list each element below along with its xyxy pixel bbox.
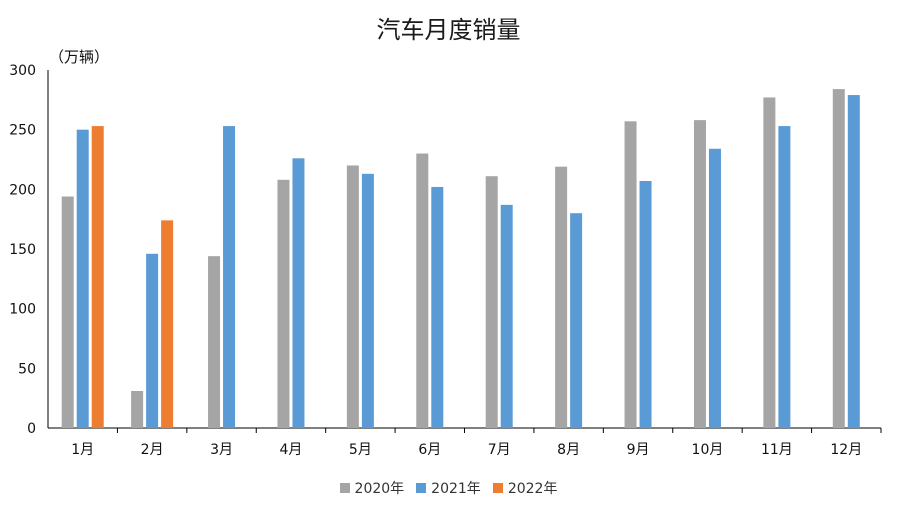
bar-2020年-6月 (416, 153, 429, 429)
y-tick-label: 100 (9, 302, 36, 318)
x-category-label: 7月 (488, 442, 511, 458)
bar-2021年-2月 (146, 253, 159, 428)
legend-label: 2020年 (354, 481, 405, 497)
bar-2021年-5月 (361, 173, 374, 428)
bar-2020年-8月 (555, 166, 568, 428)
legend-item: 2021年 (416, 478, 481, 498)
bar-2021年-3月 (223, 126, 236, 428)
bar-2020年-9月 (624, 121, 637, 429)
x-category-label: 6月 (418, 442, 441, 458)
bar-2020年-11月 (763, 97, 776, 429)
x-category-label: 5月 (349, 442, 372, 458)
bar-2020年-12月 (832, 89, 845, 429)
chart-title: 汽车月度销量 (376, 16, 521, 44)
legend-item: 2022年 (492, 478, 558, 498)
bar-2021年-9月 (639, 180, 652, 428)
bar-2021年-1月 (76, 129, 89, 428)
bar-2020年-7月 (485, 176, 498, 428)
y-tick-label: 250 (9, 123, 36, 139)
bar-2020年-5月 (346, 165, 359, 428)
y-tick-label: 0 (27, 421, 36, 437)
bar-2020年-4月 (277, 179, 290, 428)
legend: 2020年 2021年 2022年 (0, 478, 897, 498)
legend-swatch (416, 483, 427, 493)
x-category-label: 4月 (279, 442, 302, 458)
bar-2021年-12月 (847, 95, 860, 428)
bar-2020年-1月 (61, 196, 74, 428)
x-category-label: 2月 (141, 442, 164, 458)
bar-2021年-8月 (570, 213, 583, 428)
bar-2021年-4月 (292, 158, 305, 428)
x-category-label: 12月 (830, 442, 862, 458)
x-category-label: 9月 (627, 442, 650, 458)
y-tick-label: 150 (9, 242, 36, 258)
bar-2021年-10月 (708, 148, 721, 428)
bar-2022年-1月 (91, 126, 104, 428)
bar-2020年-10月 (693, 120, 706, 429)
y-tick-label: 300 (9, 63, 36, 79)
bar-2021年-11月 (778, 126, 791, 428)
legend-swatch (492, 483, 503, 493)
legend-label: 2022年 (507, 481, 558, 497)
bar-2020年-2月 (131, 391, 144, 428)
bar-2021年-7月 (500, 204, 513, 428)
x-category-label: 1月 (71, 442, 94, 458)
x-category-label: 10月 (692, 442, 724, 458)
y-tick-label: 50 (18, 361, 36, 377)
y-tick-label: 200 (9, 182, 36, 198)
x-category-label: 11月 (761, 442, 793, 458)
x-category-label: 3月 (210, 442, 233, 458)
bar-2021年-6月 (431, 186, 444, 428)
legend-swatch (339, 483, 350, 493)
bar-2020年-3月 (208, 256, 221, 428)
legend-item: 2020年 (339, 478, 405, 498)
x-category-label: 8月 (557, 442, 580, 458)
y-axis-unit-label: （万辆） (49, 48, 110, 66)
bar-2022年-2月 (161, 220, 174, 428)
legend-label: 2021年 (431, 481, 481, 497)
